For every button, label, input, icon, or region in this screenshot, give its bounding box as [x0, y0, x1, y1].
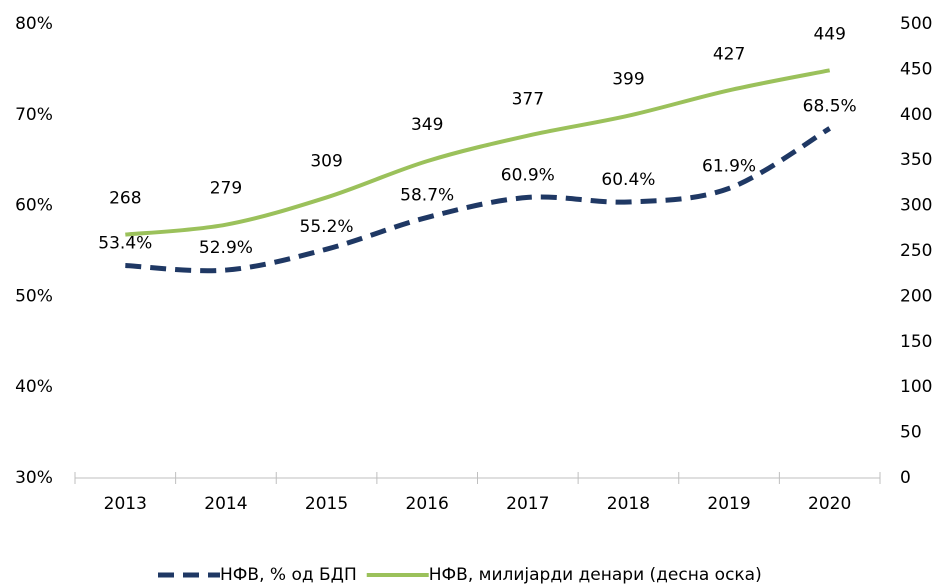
- y2-tick-label: 100: [900, 377, 932, 397]
- line-series: [125, 68, 831, 237]
- y2-tick-label: 400: [900, 105, 932, 125]
- y2-tick-label: 250: [900, 241, 932, 261]
- data-label: 449: [813, 24, 845, 44]
- y2-tick-label: 350: [900, 150, 932, 170]
- y-tick-label: 80%: [15, 14, 53, 34]
- x-tick-label: 2015: [305, 494, 348, 514]
- y-tick-label: 60%: [15, 196, 53, 216]
- y-tick-label: 40%: [15, 377, 53, 397]
- x-tick-label: 2019: [707, 494, 750, 514]
- y2-tick-label: 150: [900, 332, 932, 352]
- data-label: 55.2%: [300, 217, 354, 237]
- data-label: 399: [612, 70, 644, 90]
- line-series: [125, 126, 831, 274]
- data-label: 61.9%: [702, 156, 756, 176]
- y2-tick-label: 500: [900, 14, 932, 34]
- data-label: 60.9%: [501, 165, 555, 185]
- data-label: 68.5%: [803, 96, 857, 116]
- y2-tick-label: 450: [900, 59, 932, 79]
- data-label: 279: [210, 179, 242, 199]
- data-label: 427: [713, 44, 745, 64]
- y-tick-label: 50%: [15, 286, 53, 306]
- x-tick-label: 2014: [204, 494, 247, 514]
- legend-label: НФВ, милијарди денари (десна оска): [429, 565, 762, 585]
- data-label: 60.4%: [601, 170, 655, 190]
- data-label: 58.7%: [400, 185, 454, 205]
- y-tick-label: 70%: [15, 105, 53, 125]
- x-tick-label: 2018: [607, 494, 650, 514]
- x-tick-label: 2013: [104, 494, 147, 514]
- x-tick-label: 2020: [808, 494, 851, 514]
- x-tick-label: 2016: [406, 494, 449, 514]
- data-label: 309: [310, 151, 342, 171]
- x-tick-label: 2017: [506, 494, 549, 514]
- y2-tick-label: 50: [900, 423, 922, 443]
- legend-label: НФВ, % од БДП: [220, 565, 357, 585]
- data-label: 53.4%: [98, 234, 152, 254]
- y-tick-label: 30%: [15, 468, 53, 488]
- data-label: 268: [109, 189, 141, 209]
- y2-tick-label: 200: [900, 286, 932, 306]
- data-label: 377: [512, 90, 544, 110]
- data-label: 52.9%: [199, 238, 253, 258]
- y2-tick-label: 300: [900, 196, 932, 216]
- data-label: 349: [411, 115, 443, 135]
- y2-tick-label: 0: [900, 468, 911, 488]
